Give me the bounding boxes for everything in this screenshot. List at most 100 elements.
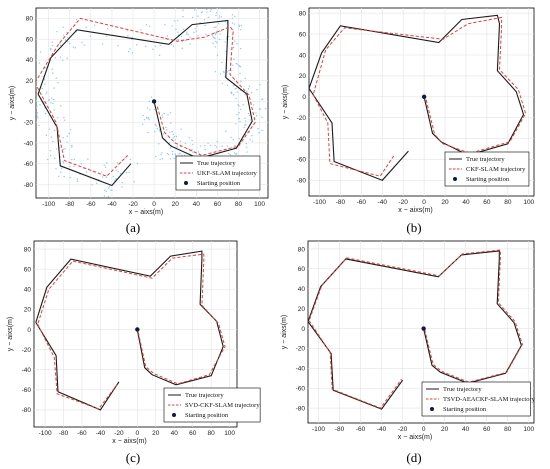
observation-noise-dot (180, 35, 183, 38)
observation-noise-dot (239, 120, 241, 123)
starting-position-marker (135, 327, 140, 332)
observation-noise-dot (103, 164, 105, 166)
y-tick-label: -60 (22, 387, 32, 394)
observation-noise-dot (234, 15, 236, 18)
x-tick-label: 0 (422, 199, 426, 206)
observation-noise-dot (49, 150, 51, 152)
x-tick-label: 80 (208, 430, 216, 437)
legend-marker (172, 413, 176, 417)
observation-noise-dot (158, 130, 160, 132)
observation-noise-dot (236, 63, 239, 65)
x-tick-label: -80 (59, 430, 69, 437)
observation-noise-dot (232, 46, 235, 49)
observation-noise-dot (230, 91, 233, 94)
observation-noise-dot (216, 8, 218, 9)
observation-noise-dot (191, 139, 193, 142)
observation-noise-dot (148, 100, 151, 103)
observation-noise-dot (45, 134, 48, 136)
observation-noise-dot (196, 25, 198, 28)
observation-noise-dot (49, 49, 52, 51)
observation-noise-dot (233, 85, 235, 87)
observation-noise-dot (127, 30, 129, 32)
observation-noise-dot (131, 52, 134, 54)
observation-noise-dot (214, 144, 216, 147)
observation-noise-dot (161, 116, 164, 119)
legend-true-trajectory: True trajectory (466, 156, 505, 163)
panel-label: (c) (126, 450, 140, 465)
y-tick-label: 0 (302, 94, 306, 101)
observation-noise-dot (179, 145, 182, 148)
x-tick-label: -20 (114, 430, 124, 437)
observation-noise-dot (182, 9, 184, 11)
observation-noise-dot (219, 30, 221, 33)
y-tick-label: 60 (26, 36, 34, 43)
observation-noise-dot (111, 189, 113, 191)
legend-true-trajectory: True trajectory (443, 386, 482, 393)
observation-noise-dot (53, 129, 56, 132)
observation-noise-dot (58, 42, 61, 45)
legend-starting-position: Starting position (185, 412, 229, 419)
x-tick-label: 60 (483, 426, 491, 433)
observation-noise-dot (169, 112, 172, 114)
observation-noise-dot (215, 26, 217, 28)
observation-noise-dot (36, 112, 39, 114)
observation-noise-dot (105, 176, 108, 179)
observation-noise-dot (233, 23, 236, 25)
estimated-trajectory-line (312, 16, 527, 177)
x-tick-label: 20 (441, 426, 449, 433)
observation-noise-dot (172, 137, 175, 139)
x-tick-label: -100 (313, 199, 326, 206)
plot-marks (35, 250, 226, 411)
observation-noise-dot (58, 175, 60, 178)
starting-position-marker (421, 94, 427, 99)
observation-noise-dot (188, 137, 190, 139)
observation-noise-dot (189, 43, 191, 45)
observation-noise-dot (48, 128, 50, 130)
observation-noise-dot (169, 131, 171, 133)
observation-noise-dot (174, 139, 176, 141)
observation-noise-dot (103, 195, 106, 197)
observation-noise-dot (44, 83, 46, 85)
observation-noise-dot (108, 185, 111, 188)
y-axis-label: y − aixs(m) (282, 85, 289, 119)
x-tick-label: -60 (356, 426, 366, 433)
y-tick-label: -60 (296, 385, 306, 392)
observation-noise-dot (192, 143, 194, 146)
observation-noise-dot (184, 40, 187, 42)
y-tick-label: 40 (26, 57, 34, 64)
x-tick-label: -20 (398, 426, 408, 433)
x-tick-label: 40 (462, 199, 470, 206)
observation-noise-dot (233, 58, 235, 60)
y-tick-label: -20 (297, 115, 307, 122)
y-axis-label: y − aixs(m) (281, 315, 288, 349)
y-tick-label: 20 (24, 307, 32, 314)
x-tick-label: -40 (96, 430, 106, 437)
observation-noise-dot (207, 16, 210, 18)
observation-noise-dot (142, 123, 144, 125)
y-tick-label: 60 (299, 31, 307, 38)
observation-noise-dot (71, 144, 73, 147)
observation-noise-dot (215, 40, 217, 43)
observation-noise-dot (117, 171, 119, 173)
observation-noise-dot (107, 196, 110, 198)
observation-noise-dot (226, 84, 229, 87)
true-trajectory-line (309, 14, 525, 181)
observation-noise-dot (83, 44, 85, 46)
x-tick-label: -80 (65, 201, 75, 208)
observation-noise-dot (221, 61, 223, 64)
observation-noise-dot (149, 109, 151, 111)
observation-noise-dot (55, 148, 58, 150)
observation-noise-dot (110, 189, 112, 191)
observation-noise-dot (171, 25, 173, 27)
observation-noise-dot (56, 30, 58, 33)
observation-noise-dot (231, 17, 234, 19)
observation-noise-dot (71, 158, 73, 161)
observation-noise-dot (167, 114, 169, 116)
observation-noise-dot (211, 35, 214, 37)
observation-noise-dot (154, 123, 157, 126)
observation-noise-dot (101, 176, 104, 178)
